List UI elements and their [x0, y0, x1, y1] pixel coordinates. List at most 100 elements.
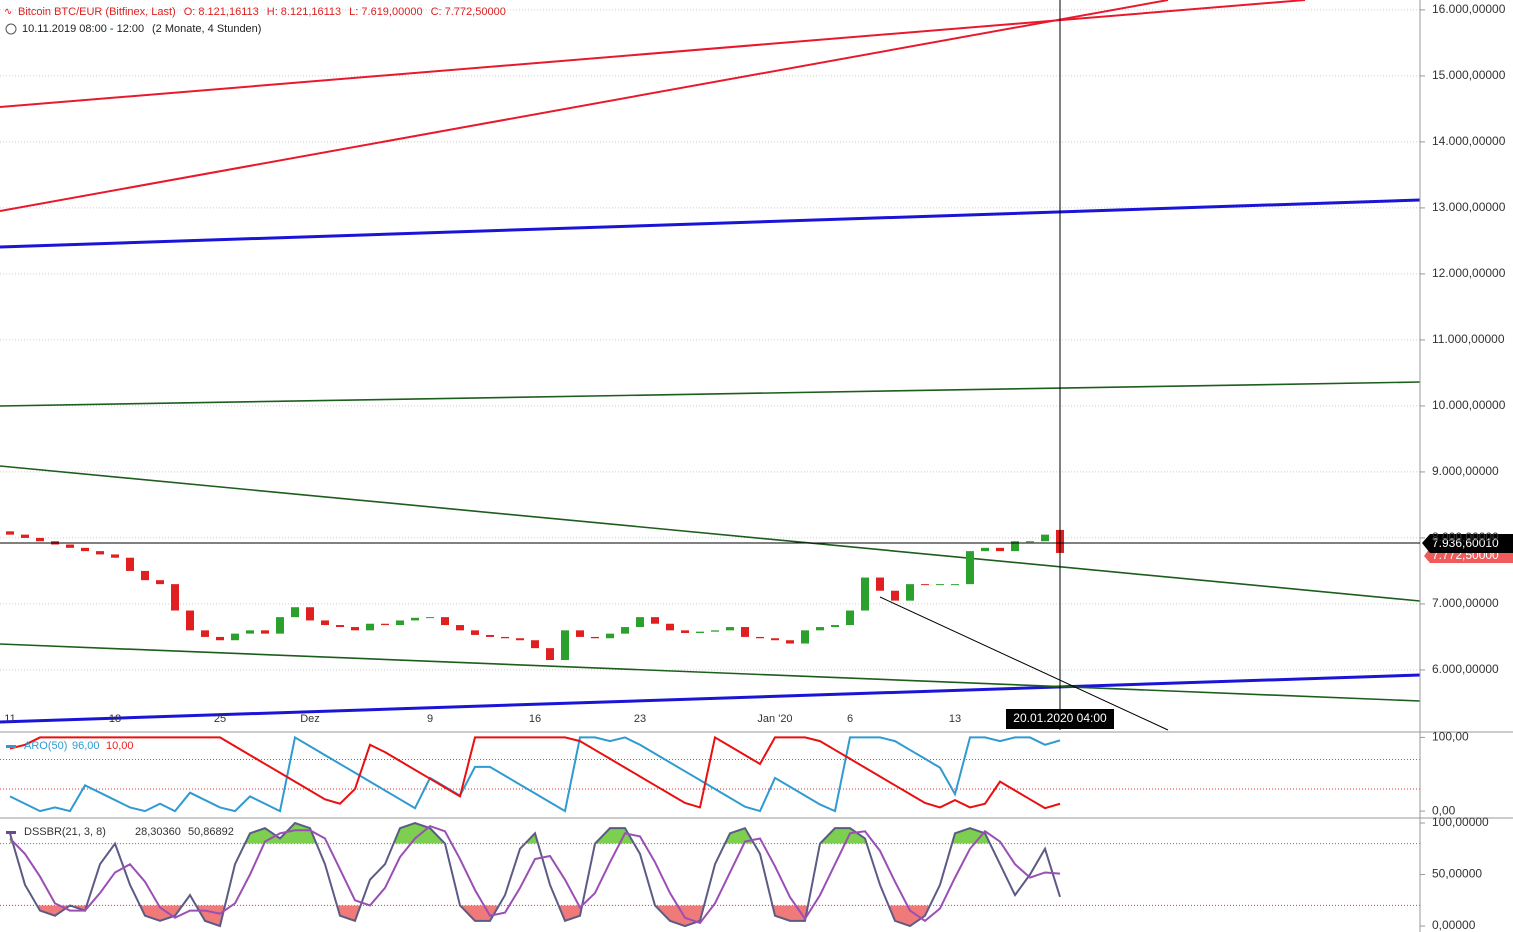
ohlc-value: L: 7.619,00000 [349, 6, 422, 18]
indicator-line [9, 824, 1061, 925]
x-tick-label: 16 [529, 713, 541, 725]
candle [861, 577, 869, 611]
candle [786, 640, 794, 644]
candle [81, 547, 89, 552]
ohlc-value: O: 8.121,16113 [184, 6, 259, 18]
candle [696, 631, 704, 633]
indicator-value: 96,00 [72, 740, 100, 752]
candle [606, 633, 614, 639]
ohlc-value: C: 7.772,50000 [431, 6, 506, 18]
x-tick-label: Dez [300, 713, 320, 725]
y-tick-label: 11.000,00000 [1432, 332, 1505, 346]
candle [291, 607, 299, 618]
icon: ∿ [4, 7, 12, 18]
trend-line [0, 643, 1421, 702]
candle [711, 630, 719, 632]
candle [156, 580, 164, 585]
candle [381, 623, 389, 626]
candle [771, 638, 779, 641]
candle [321, 620, 329, 626]
chart-title: Bitcoin BTC/EUR (Bitfinex, Last) [18, 6, 176, 18]
x-tick-label: 13 [949, 713, 961, 725]
y-tick-label: 7.000,00000 [1432, 596, 1499, 610]
candle [831, 625, 839, 628]
plot [6, 529, 1064, 928]
x-tick-label: 18 [109, 713, 121, 725]
candle [351, 627, 359, 631]
ohlc-value: H: 8.121,16113 [267, 6, 341, 18]
y-tick-label: 100,00 [1432, 730, 1469, 744]
candle [906, 584, 914, 601]
indicator-line [9, 735, 1061, 810]
candle [231, 633, 239, 641]
y-tick-label: 8.000,00000 [1432, 530, 1499, 544]
crosshair-price-box [1422, 534, 1513, 553]
period: (2 Monate, 4 Stunden) [152, 23, 261, 35]
candle [966, 551, 974, 585]
candle [186, 610, 194, 631]
x-tick-label: 25 [214, 713, 226, 725]
candle [921, 584, 929, 586]
candle [891, 590, 899, 601]
x-tick-label: 6 [847, 713, 853, 725]
candle [816, 627, 824, 631]
candle [141, 570, 149, 581]
candle [876, 577, 884, 591]
candle [66, 544, 74, 548]
candle [216, 636, 224, 641]
indicator-title: ARO(50) [24, 740, 67, 752]
y-tick-label: 15.000,00000 [1432, 68, 1506, 82]
trend-line [0, 198, 1421, 249]
candle [801, 630, 809, 644]
candle [621, 627, 629, 634]
candle [396, 620, 404, 626]
candle [276, 617, 284, 634]
zone-fill [10, 905, 1060, 927]
x-tick-label: 23 [634, 713, 646, 725]
y-tick-label: 100,00000 [1432, 815, 1489, 829]
legend-swatch [6, 831, 16, 834]
candle [666, 623, 674, 631]
candle [366, 623, 374, 631]
y-tick-label: 13.000,00000 [1432, 200, 1506, 214]
indicator-line [9, 821, 1061, 928]
legend-swatch [6, 745, 16, 748]
x-tick-label: 11 [4, 713, 15, 725]
candle [171, 584, 179, 611]
candle [726, 627, 734, 631]
candle [546, 648, 554, 661]
candle [201, 630, 209, 637]
candle [246, 630, 254, 634]
trend-line [0, 673, 1421, 724]
indicator-line [9, 735, 1061, 813]
y-tick-label: 12.000,00000 [1432, 266, 1506, 280]
crosshair-price: 7.936,60010 [1432, 536, 1499, 550]
y-tick-label: 14.000,00000 [1432, 134, 1506, 148]
candle [96, 551, 104, 555]
indicator-title: DSSBR(21, 3, 8) [24, 826, 106, 838]
candle [336, 625, 344, 628]
candle [501, 636, 509, 639]
trend-line [0, 465, 1421, 602]
candle [21, 534, 29, 538]
y-tick-label: 6.000,00000 [1432, 662, 1499, 676]
candle [681, 630, 689, 633]
candle [636, 617, 644, 628]
candle [756, 636, 764, 639]
trend-lines [0, 0, 1421, 731]
candle [936, 584, 944, 586]
x-tick-label: Jan '20 [757, 713, 792, 725]
candle [126, 557, 134, 571]
candle [456, 625, 464, 631]
candle [426, 617, 434, 619]
zone-fill [10, 823, 990, 844]
candle [741, 627, 749, 637]
candle [846, 610, 854, 626]
y-tick-label: 10.000,00000 [1432, 398, 1506, 412]
candle [561, 630, 569, 661]
candle [471, 630, 479, 635]
candle [951, 584, 959, 586]
